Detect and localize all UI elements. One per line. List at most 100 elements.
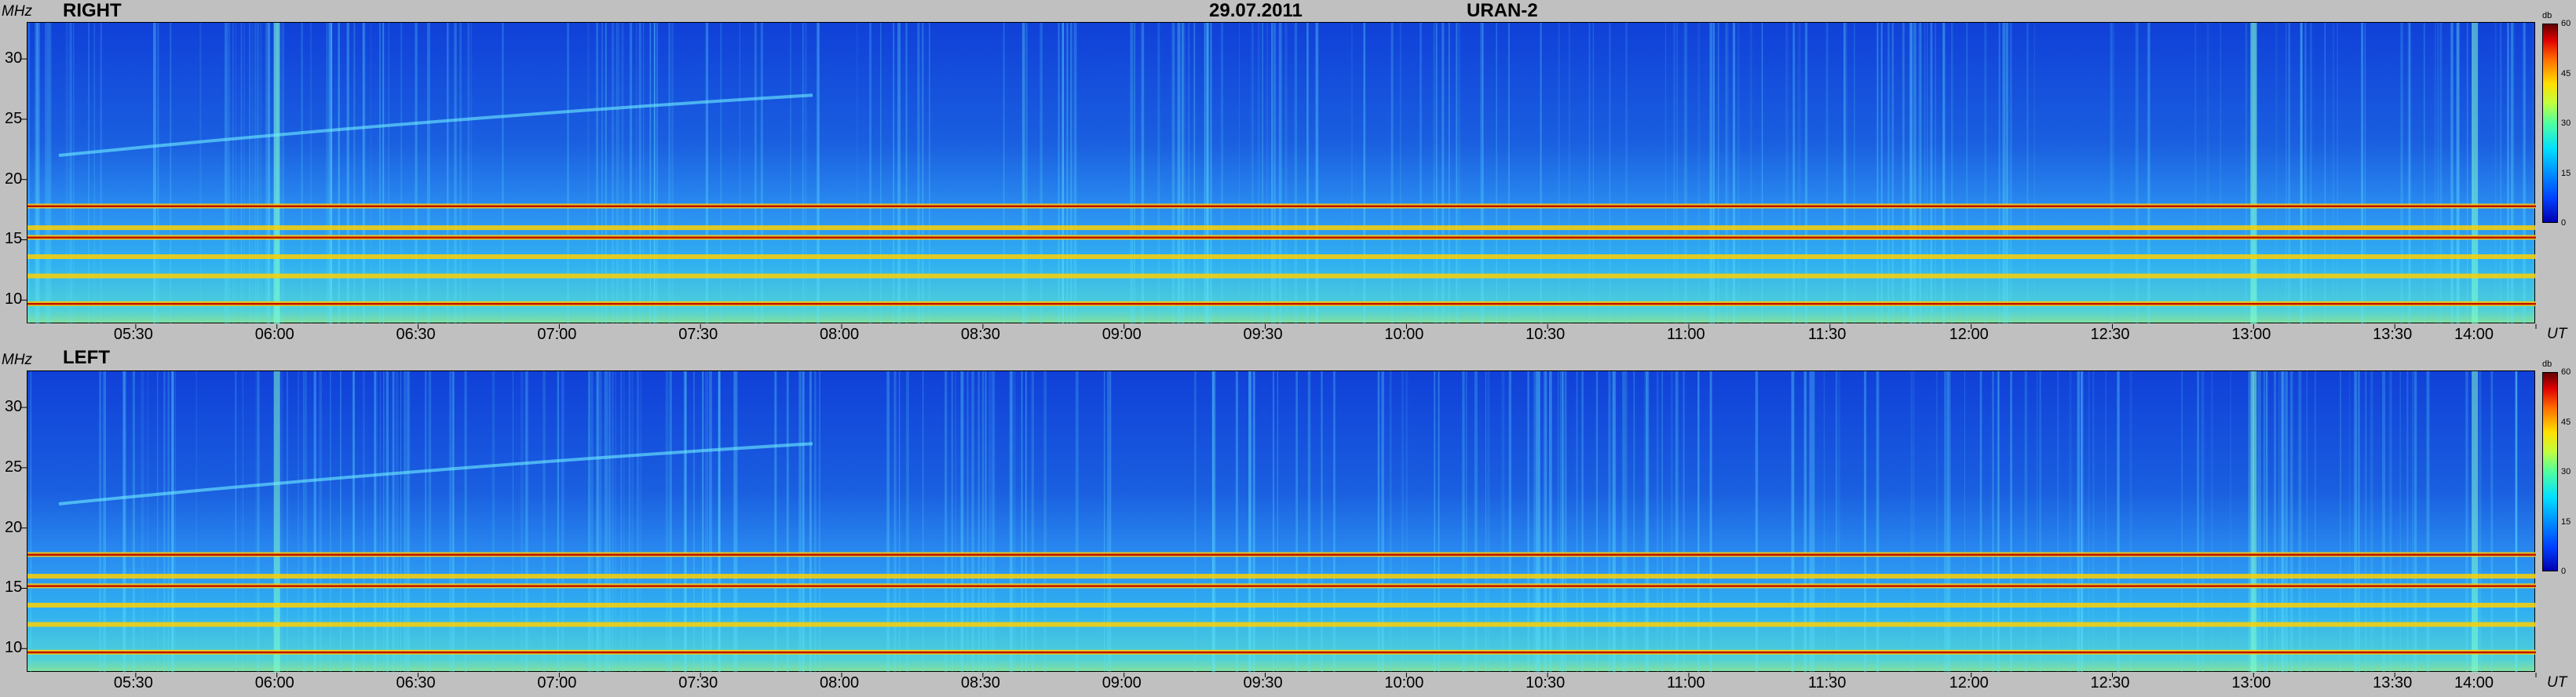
interference-streak [1307, 23, 1309, 324]
interference-streak [93, 23, 96, 324]
interference-streak [966, 371, 969, 673]
interference-streak [897, 23, 901, 324]
interference-streak [1549, 371, 1552, 673]
interference-streak [2315, 371, 2316, 673]
interference-streak [1791, 371, 1795, 673]
interference-streak [1673, 23, 1675, 324]
chart-date: 29.07.2011 [1209, 0, 1303, 21]
interference-streak [1252, 371, 1255, 673]
y-tick-label: 20 [5, 170, 23, 188]
spectrogram-left [21, 370, 2537, 677]
interference-streak [2406, 371, 2409, 673]
interference-streak [374, 371, 376, 673]
interference-streak [1537, 371, 1540, 673]
colorbar-unit-right: db [2542, 11, 2552, 20]
colorbar-tick-label: 15 [2561, 168, 2571, 178]
interference-streak [2220, 23, 2222, 324]
interference-streak [147, 371, 149, 673]
interference-streak [1683, 371, 1685, 673]
interference-streak [1433, 23, 1435, 324]
interference-streak [1846, 23, 1847, 324]
interference-streak [654, 23, 656, 324]
interference-streak [2135, 23, 2139, 324]
interference-streak [257, 23, 259, 324]
interference-streak [2211, 371, 2213, 673]
interference-streak [330, 23, 333, 324]
interference-streak [2057, 371, 2059, 673]
interference-streak [1588, 23, 1591, 324]
interference-streak [2282, 371, 2285, 673]
interference-streak [1156, 23, 1159, 324]
interference-streak [2500, 23, 2502, 324]
interference-streak [2434, 23, 2437, 324]
interference-streak [705, 371, 709, 673]
interference-streak [232, 23, 234, 324]
interference-streak [869, 23, 871, 324]
interference-streak [452, 371, 455, 673]
interference-streak [45, 23, 47, 324]
interference-streak [1109, 371, 1112, 673]
interference-streak [557, 371, 559, 673]
x-tick-label: 13:00 [2231, 674, 2271, 692]
interference-streak [467, 23, 470, 324]
x-tick-label: 12:00 [1949, 326, 1989, 343]
interference-streak [1935, 371, 1938, 673]
interference-streak [1561, 371, 1564, 673]
interference-streak [2105, 371, 2107, 673]
interference-streak [35, 23, 36, 324]
interference-streak [2265, 371, 2268, 673]
interference-streak [639, 371, 642, 673]
interference-streak [1533, 371, 1536, 673]
spectrogram-image-left [27, 371, 2534, 671]
interference-streak [2300, 23, 2303, 324]
rfi-band-core [27, 553, 2536, 556]
interference-streak [2039, 371, 2041, 673]
x-tick-label: 08:30 [960, 326, 1000, 343]
interference-streak [362, 23, 366, 324]
interference-streak [1612, 371, 1615, 673]
interference-streak [1913, 23, 1916, 324]
interference-streak [886, 371, 890, 673]
interference-streak [99, 371, 101, 673]
interference-streak [2423, 23, 2425, 324]
interference-streak [1536, 371, 1539, 673]
interference-streak [1568, 23, 1571, 324]
interference-streak [1501, 371, 1505, 673]
x-tick-label: 09:00 [1102, 674, 1142, 692]
interference-streak [604, 371, 608, 673]
interference-streak [1876, 371, 1880, 673]
x-tick-label: 13:30 [2373, 326, 2413, 343]
interference-streak [1103, 371, 1105, 673]
interference-streak [1755, 371, 1759, 673]
interference-streak [1306, 23, 1309, 324]
interference-streak [1284, 23, 1288, 324]
interference-streak [804, 23, 807, 324]
interference-streak [893, 23, 894, 324]
interference-streak [1485, 371, 1487, 673]
broadband-burst [2250, 23, 2257, 324]
interference-streak [1984, 23, 1987, 324]
interference-streak [609, 371, 612, 673]
interference-streak [598, 371, 602, 673]
broadband-burst [273, 23, 280, 324]
interference-streak [1910, 371, 1913, 673]
interference-streak [1465, 371, 1467, 673]
interference-streak [2450, 23, 2454, 324]
rfi-band [27, 574, 2536, 579]
interference-streak [1456, 23, 1457, 324]
y-tick-label: 25 [5, 458, 23, 476]
interference-streak [370, 23, 372, 324]
interference-streak [1066, 23, 1069, 324]
interference-streak [305, 371, 307, 673]
interference-streak [2370, 371, 2373, 673]
interference-streak [671, 23, 674, 324]
interference-streak [46, 23, 49, 324]
interference-streak [1487, 371, 1490, 673]
interference-streak [243, 23, 245, 324]
interference-streak [1040, 23, 1043, 324]
interference-streak [2523, 23, 2526, 324]
y-tick-label: 10 [5, 290, 23, 308]
colorbar-tick-label: 30 [2561, 119, 2571, 128]
interference-streak [132, 371, 135, 673]
interference-streak [1014, 371, 1016, 673]
